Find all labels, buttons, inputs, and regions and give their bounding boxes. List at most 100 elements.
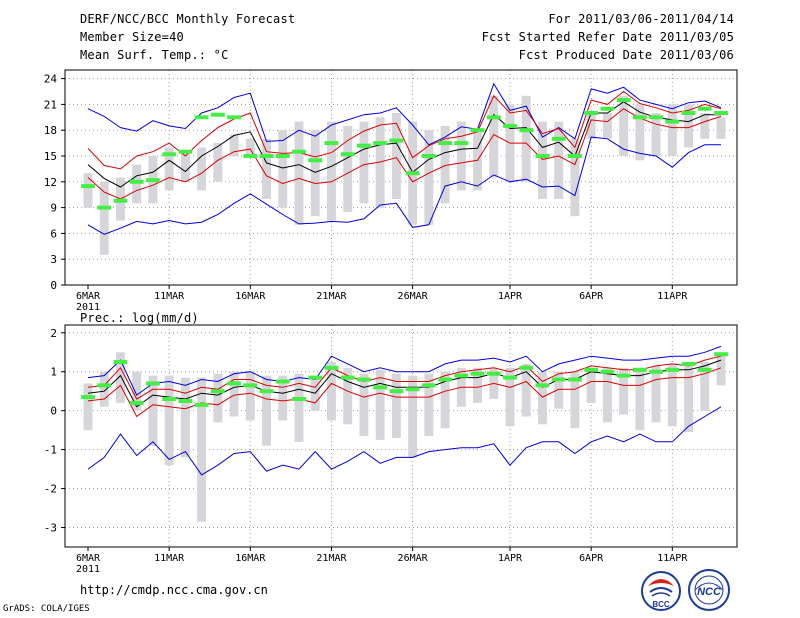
temp-median-marker <box>470 128 485 133</box>
precip-median-marker <box>194 402 209 407</box>
precip-range-bar <box>197 377 207 522</box>
precip-y-tick-label: 2 <box>50 327 57 340</box>
temp-median-marker <box>227 115 241 120</box>
temp-range-bar <box>197 147 207 191</box>
precip-median-marker <box>178 398 193 403</box>
precip-median-marker <box>81 395 95 400</box>
temp-range-bar <box>132 164 142 204</box>
precip-median-marker <box>389 389 404 394</box>
precip-range-bar <box>424 373 434 436</box>
temp-median-marker <box>81 184 95 189</box>
precip-range-bar <box>570 371 580 429</box>
precip-median-marker <box>697 367 712 372</box>
ncc-logo-text: NCC <box>697 586 722 598</box>
temp-max-line <box>87 82 722 146</box>
precip-median-marker <box>113 360 128 364</box>
temp-range-bar <box>262 138 272 199</box>
temp-range-bar <box>570 138 580 217</box>
precip-median-marker <box>665 367 680 372</box>
precip-range-bar <box>537 371 547 425</box>
temp-range-bar <box>164 147 174 191</box>
precip-range-bar <box>667 363 677 427</box>
precip-range-bar <box>716 354 726 386</box>
temp-median-marker <box>438 141 452 146</box>
temp-range-bar <box>716 117 726 139</box>
precip-range-bar <box>408 375 418 458</box>
temp-median-marker <box>324 141 339 146</box>
temp-median-marker <box>535 154 550 158</box>
forecast-range-label: For 2011/03/06-2011/04/14 <box>548 12 734 26</box>
temp-range-bar <box>602 113 612 139</box>
precip-median-marker <box>292 397 306 401</box>
source-url-link[interactable]: http://cmdp.ncc.cma.gov.cn <box>80 583 268 597</box>
precip-median-marker <box>714 352 728 357</box>
precip-median-marker <box>616 373 631 378</box>
temp-x-tick-label: 11MAR <box>154 291 185 302</box>
precip-median-marker <box>486 371 501 376</box>
precip-range-bar <box>278 375 288 421</box>
temp-median-marker <box>486 115 501 120</box>
precip-y-tick-label: -2 <box>44 483 57 496</box>
temp-range-bar <box>554 121 564 199</box>
temp-range-bar <box>424 130 434 225</box>
temp-median-marker <box>568 154 582 158</box>
precip-range-bar <box>262 375 272 446</box>
temp-median-marker <box>454 141 469 146</box>
precip-range-bar <box>115 352 125 403</box>
temp-median-marker <box>357 143 371 148</box>
temp-y-tick-label: 21 <box>44 98 57 111</box>
temp-range-bar <box>83 173 93 208</box>
precip-median-marker <box>308 375 323 380</box>
temp-range-bar <box>343 125 353 212</box>
temp-range-bar <box>310 130 320 217</box>
temp-range-bar <box>684 104 694 148</box>
temp-range-bar <box>651 113 661 156</box>
temp-year-label: 2011 <box>76 302 100 313</box>
precip-median-marker <box>129 400 144 405</box>
temp-range-bar <box>456 121 466 191</box>
precip-median-marker <box>259 389 274 394</box>
precip-range-bar <box>245 371 255 421</box>
precip-y-tick-label: 0 <box>50 405 57 418</box>
precip-range-bar <box>619 367 629 415</box>
temp-range-bar <box>700 113 710 139</box>
precip-range-bar <box>440 371 450 429</box>
precip-x-tick-label: 6MAR <box>76 553 101 564</box>
precip-range-bar <box>505 367 515 427</box>
precip-median-marker <box>438 377 452 382</box>
precip-range-bar <box>164 375 174 466</box>
temp-median-marker <box>600 106 615 111</box>
precip-median-marker <box>681 361 696 366</box>
precip-median-marker <box>568 377 582 382</box>
precip-median-marker <box>649 369 663 374</box>
precip-median-marker <box>162 397 177 401</box>
temp-median-marker <box>194 115 209 120</box>
temp-median-marker <box>97 205 112 210</box>
precip-x-tick-label: 21MAR <box>316 553 347 564</box>
temp-median-marker <box>584 111 599 115</box>
temp-median-marker <box>340 152 355 157</box>
temp-y-tick-label: 15 <box>44 150 57 163</box>
temp-range-bar <box>391 113 401 199</box>
precip-panel-title: Prec.: log(mm/d) <box>80 311 199 325</box>
precip-median-marker <box>503 375 517 380</box>
temp-mean-line <box>87 101 721 188</box>
precip-range-bar <box>343 367 353 425</box>
temp-x-tick-label: 26MAR <box>398 291 429 302</box>
precip-median-marker <box>275 379 290 384</box>
bcc-logo: BCC <box>641 571 681 611</box>
temp-median-marker <box>649 115 663 120</box>
temp-range-bar <box>440 125 450 204</box>
temp-median-marker <box>129 179 144 184</box>
precip-min-line <box>87 406 722 476</box>
precip-range-bar <box>375 369 385 440</box>
precip-median-marker <box>454 373 469 378</box>
temp-median-marker <box>389 138 404 143</box>
grads-credit: GrADS: COLA/IGES <box>3 604 90 614</box>
precip-median-marker <box>535 383 550 388</box>
precip-y-tick-label: -3 <box>44 522 57 535</box>
temp-median-marker <box>714 111 728 115</box>
temp-median-marker <box>243 154 258 158</box>
precip-median-marker <box>357 377 371 382</box>
